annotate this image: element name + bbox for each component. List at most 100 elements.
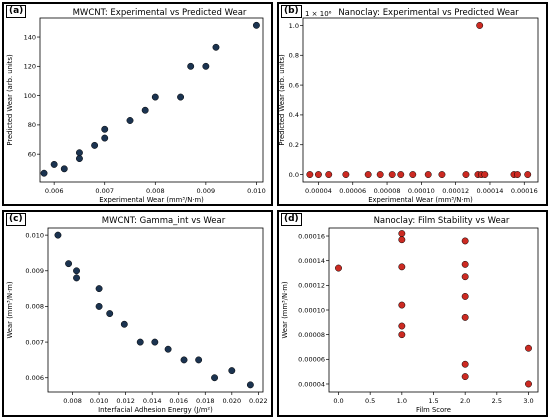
x-tick-label-c-1: 0.010	[90, 397, 109, 405]
x-tick-label-a-3: 0.009	[197, 187, 216, 195]
data-point-a-15	[252, 21, 260, 29]
data-point-d-2	[398, 236, 406, 244]
x-tick-label-a-0: 0.006	[45, 187, 64, 195]
plot-frame-b	[302, 17, 539, 183]
data-point-a-14	[212, 43, 220, 51]
data-point-a-4	[75, 149, 83, 157]
y-tick-label-d-3: 0.00010	[298, 306, 325, 314]
y-tick-label-d-0: 0.00004	[298, 380, 325, 388]
y-tick-label-b-2: 0.4	[289, 111, 299, 119]
data-point-d-13	[461, 373, 469, 381]
data-point-d-5	[398, 322, 406, 330]
data-point-c-1	[65, 260, 73, 268]
data-point-b-0	[306, 171, 314, 178]
y-tick-label-d-6: 0.00016	[298, 232, 325, 240]
y-tick-label-b-4: 0.8	[289, 52, 299, 60]
x-tick-label-d-2: 1.0	[397, 397, 407, 405]
data-point-a-6	[101, 134, 109, 142]
y-tick-label-c-2: 0.008	[25, 303, 44, 311]
chart-a-svg: MWCNT: Experimental vs Predicted Wear 0.0…	[6, 8, 266, 204]
data-point-b-17	[513, 171, 521, 178]
panel-b-nanoclay-exp-vs-pred: Nanoclay: Experimental vs Predicted Wear…	[277, 2, 548, 206]
data-point-a-1	[50, 160, 58, 168]
x-tick-label-b-0: 0.00004	[305, 187, 332, 195]
x-tick-label-d-6: 3.0	[523, 397, 533, 405]
data-point-d-6	[398, 331, 406, 339]
data-point-d-9	[461, 273, 469, 281]
offset-text-b: 1 × 10⁶	[305, 10, 332, 18]
data-point-b-6	[388, 171, 396, 178]
data-point-a-11	[177, 93, 185, 101]
data-point-c-15	[246, 381, 254, 389]
data-point-a-10	[151, 93, 159, 101]
data-point-d-12	[461, 360, 469, 368]
x-tick-label-c-3: 0.014	[143, 397, 162, 405]
x-tick-label-b-2: 0.00008	[374, 187, 401, 195]
data-point-a-2	[60, 165, 68, 173]
y-tick-label-b-1: 0.2	[289, 141, 299, 149]
y-tick-label-d-4: 0.00012	[298, 282, 325, 290]
data-point-d-14	[525, 344, 532, 352]
y-tick-label-a-0: 60	[28, 150, 36, 158]
data-point-a-12	[187, 62, 195, 70]
x-tick-label-c-4: 0.016	[169, 397, 188, 405]
data-point-c-10	[164, 345, 172, 353]
panel-label-a: (a)	[6, 5, 27, 18]
x-tick-label-b-6: 0.00016	[511, 187, 538, 195]
chart-d-svg: Nanoclay: Film Stability vs Wear 0.0 0.5 1.…	[281, 216, 539, 414]
x-tick-label-c-2: 0.012	[116, 397, 135, 405]
data-point-a-3	[75, 155, 83, 163]
data-point-c-9	[151, 338, 159, 346]
data-point-b-4	[364, 171, 372, 178]
y-axis-label-b: Predicted Wear (arb. units)	[279, 54, 286, 146]
y-tick-label-a-2: 100	[24, 92, 36, 100]
data-point-c-7	[120, 320, 128, 328]
chart-b-svg: Nanoclay: Experimental vs Predicted Wear…	[279, 8, 539, 204]
data-point-d-0	[335, 264, 342, 272]
data-point-d-3	[398, 263, 406, 271]
y-tick-label-d-5: 0.00014	[298, 257, 325, 265]
data-point-a-8	[126, 117, 134, 124]
panel-a-mwcnt-exp-vs-pred: MWCNT: Experimental vs Predicted Wear 0.0…	[2, 2, 273, 206]
data-point-b-2	[325, 171, 333, 178]
x-tick-label-d-4: 2.0	[460, 397, 470, 405]
data-point-d-4	[398, 301, 406, 309]
data-point-b-18	[524, 171, 532, 178]
y-tick-label-c-1: 0.007	[25, 338, 44, 346]
y-axis-label-a: Predicted Wear (arb. units)	[6, 54, 14, 146]
x-axis-label-b: Experimental Wear (mm³/N·m)	[368, 196, 473, 204]
data-point-c-11	[180, 356, 188, 364]
y-tick-label-b-5: 1.0	[289, 22, 299, 30]
chart-title-b: Nanoclay: Experimental vs Predicted Wear	[338, 8, 519, 18]
panel-c-mwcnt-gamma-vs-wear: MWCNT: Gamma_int vs Wear 0.008 0.010 0.012 0…	[2, 210, 273, 417]
plot-frame-a	[39, 17, 264, 183]
x-tick-label-c-7: 0.022	[249, 397, 268, 405]
x-tick-label-d-0: 0.0	[333, 397, 343, 405]
y-tick-label-b-3: 0.6	[289, 81, 299, 89]
x-tick-label-a-1: 0.007	[95, 187, 114, 195]
x-tick-label-a-2: 0.008	[146, 187, 165, 195]
x-tick-label-d-1: 0.5	[365, 397, 375, 405]
x-tick-label-c-6: 0.020	[223, 397, 242, 405]
y-tick-label-a-1: 80	[28, 121, 36, 129]
y-tick-label-b-0: 0.0	[289, 171, 299, 179]
data-point-c-8	[136, 338, 144, 346]
panel-d-nanoclay-film-vs-wear: Nanoclay: Film Stability vs Wear 0.0 0.5 1.…	[277, 210, 548, 417]
data-point-b-9	[424, 171, 432, 178]
chart-title-a: MWCNT: Experimental vs Predicted Wear	[73, 8, 247, 18]
data-point-c-14	[228, 367, 236, 375]
panel-label-c: (c)	[6, 213, 26, 226]
x-axis-label-a: Experimental Wear (mm³/N·m)	[99, 196, 204, 204]
y-axis-label-c: Wear (mm³/N·m)	[6, 281, 14, 338]
data-point-b-13	[476, 22, 484, 29]
data-point-c-4	[95, 285, 103, 293]
panel-label-d: (d)	[281, 213, 302, 226]
plot-frame-c	[47, 227, 264, 393]
data-point-a-13	[202, 62, 210, 70]
y-tick-label-d-1: 0.00006	[298, 356, 325, 364]
y-tick-label-c-4: 0.010	[25, 231, 44, 239]
x-axis-label-c: Interfacial Adhesion Energy (J/m²)	[98, 406, 213, 414]
data-point-c-5	[95, 302, 103, 310]
y-tick-label-c-0: 0.006	[25, 374, 44, 382]
data-point-d-8	[461, 260, 469, 268]
